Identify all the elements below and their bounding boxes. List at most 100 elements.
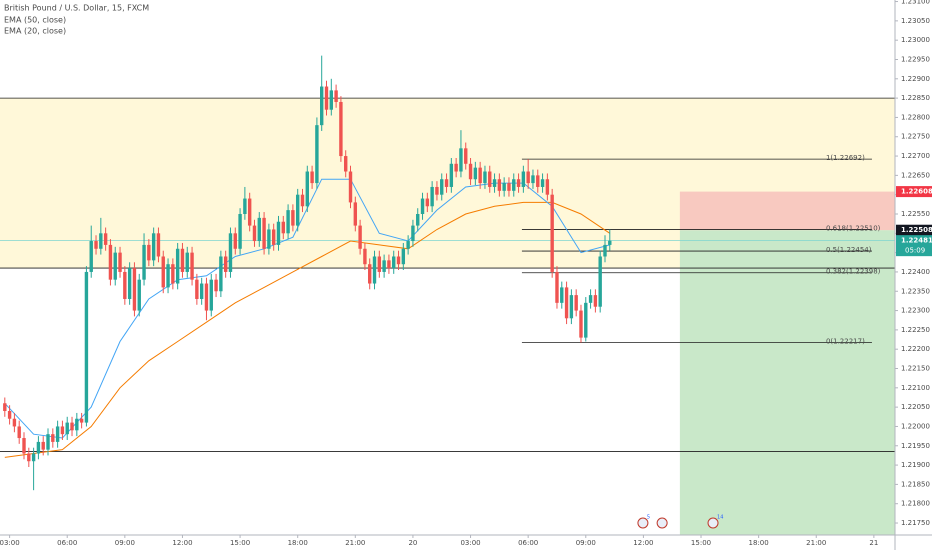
candle-body <box>171 264 175 284</box>
candle-body <box>209 279 213 311</box>
candle-body <box>151 233 156 261</box>
target-zone <box>679 230 895 535</box>
event-icon <box>656 517 668 529</box>
candle-body <box>512 179 516 191</box>
candle-body <box>94 241 98 249</box>
candle-body <box>382 260 386 272</box>
candle-body <box>483 171 487 184</box>
plot-area: 1(1.22692) 0.618(1.22510) 0.5(1.22454) 0.38… <box>0 55 895 535</box>
candle-body <box>430 186 434 207</box>
candle-body <box>516 179 521 187</box>
candle-body <box>41 441 45 450</box>
y-tick-label: 1.22800 <box>901 113 930 121</box>
candle-body <box>180 248 185 272</box>
candle-body <box>3 403 7 412</box>
x-tick-label: 15:00 <box>230 539 250 547</box>
candle-body <box>103 233 108 245</box>
candle-body <box>497 179 502 191</box>
candle-body <box>22 438 26 454</box>
candle-body <box>243 198 247 214</box>
y-tick-label: 1.22100 <box>901 384 930 392</box>
candle-body <box>118 252 122 272</box>
x-tick-label: 21 <box>869 539 878 547</box>
event-count: 14 <box>717 515 723 521</box>
y-tick-label: 1.22550 <box>901 210 930 218</box>
candle-body <box>550 194 554 272</box>
candle-body <box>344 156 348 172</box>
candle-body <box>247 198 252 226</box>
candle-body <box>507 183 511 191</box>
fib-label: 1(1.22692) <box>826 154 865 162</box>
candle-body <box>166 264 170 288</box>
candle-body <box>435 186 439 195</box>
candle-body <box>55 426 60 442</box>
candle-body <box>137 279 141 311</box>
candle-body <box>564 287 569 319</box>
candle-body <box>569 295 574 319</box>
candle-body <box>368 264 372 284</box>
candle-body <box>17 426 21 439</box>
y-tick-label: 1.22200 <box>901 345 930 353</box>
candle-body <box>60 426 65 435</box>
candle-body <box>363 248 367 265</box>
x-tick-label: 21:00 <box>345 539 365 547</box>
candle-body <box>113 252 117 280</box>
price-label-box <box>896 224 932 236</box>
candle-body <box>420 198 425 214</box>
candle-body <box>51 434 55 442</box>
candle-body <box>65 422 69 435</box>
y-tick-label: 1.22300 <box>901 307 930 315</box>
legend-entry: EMA (50, close) <box>4 16 66 25</box>
candle-body <box>593 295 598 307</box>
candle-body <box>353 202 358 226</box>
candle-body <box>392 256 396 269</box>
candle-body <box>598 256 602 307</box>
x-tick-label: 06:00 <box>518 539 538 547</box>
candle-body <box>521 171 526 187</box>
candle-body <box>271 229 276 245</box>
y-tick-label: 1.21950 <box>901 442 930 450</box>
candle-body <box>214 279 218 292</box>
candle-body <box>468 163 473 180</box>
candle-body <box>291 210 295 226</box>
candle-body <box>89 241 93 272</box>
candle-body <box>555 271 559 303</box>
x-tick-label: 21:00 <box>806 539 826 547</box>
candle-body <box>334 90 338 102</box>
ema-line <box>4 201 611 458</box>
candle-body <box>132 268 137 311</box>
event-count: 5 <box>647 515 650 521</box>
x-tick-label: 03:00 <box>0 539 20 547</box>
candle-body <box>161 256 165 288</box>
candle-body <box>286 210 290 234</box>
chart-title: British Pound / U.S. Dollar, 15, FXCM <box>4 4 149 13</box>
candle-body <box>584 302 588 338</box>
candle-body <box>300 194 305 207</box>
candle-body <box>190 252 194 280</box>
candle-body <box>536 175 540 187</box>
x-tick-label: 09:00 <box>115 539 135 547</box>
candle-body <box>478 167 482 184</box>
candle-body <box>579 310 583 338</box>
candle-body <box>147 244 151 261</box>
candle-body <box>608 240 612 245</box>
candle-body <box>195 279 199 299</box>
candle-body <box>252 225 257 242</box>
candle-body <box>84 271 89 423</box>
candle-body <box>459 148 463 172</box>
candle-body <box>329 90 334 110</box>
candle-body <box>396 256 401 265</box>
candle-body <box>228 233 233 272</box>
y-tick-label: 1.22950 <box>901 55 930 63</box>
y-tick-label: 1.22750 <box>901 133 930 141</box>
candle-body <box>79 418 84 423</box>
price-label: 1.22481 <box>901 237 932 245</box>
candle-body <box>526 171 530 184</box>
candle-body <box>127 268 132 299</box>
candle-body <box>27 453 31 462</box>
candle-body <box>142 244 146 280</box>
candle-body <box>401 248 406 265</box>
candle-body <box>324 86 329 110</box>
candle-body <box>320 86 324 126</box>
